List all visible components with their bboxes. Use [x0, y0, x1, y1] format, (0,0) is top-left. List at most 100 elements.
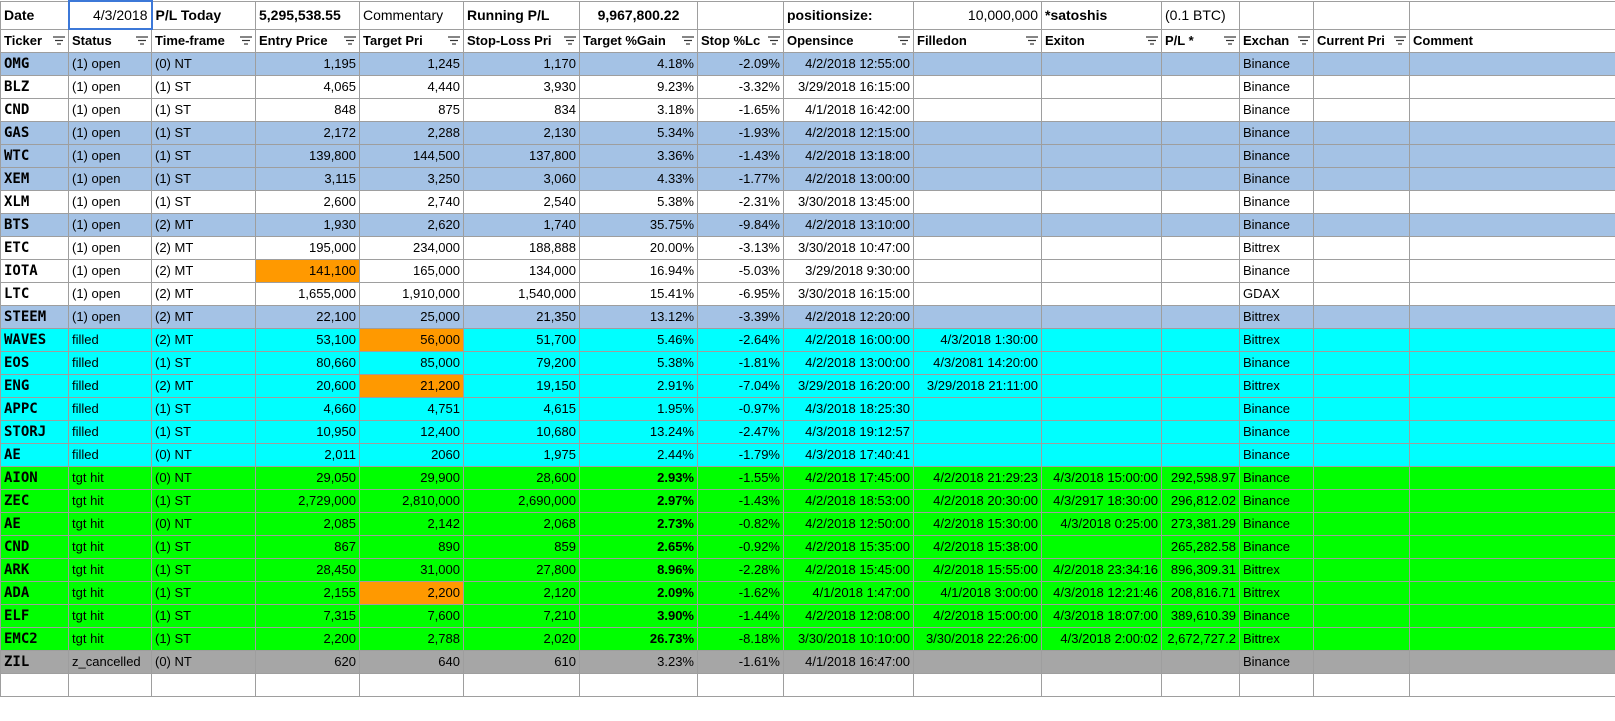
- cell-exit-on[interactable]: [1041, 259, 1162, 283]
- cell-stop-loss-pct[interactable]: -3.39%: [697, 305, 784, 329]
- cell-pl[interactable]: [1161, 144, 1240, 168]
- cell-filled-on[interactable]: [913, 282, 1042, 306]
- cell-target-price[interactable]: 234,000: [359, 236, 464, 260]
- empty-cell[interactable]: [0, 673, 69, 697]
- cell-exchange[interactable]: Binance: [1239, 420, 1314, 444]
- empty-cell[interactable]: [463, 673, 580, 697]
- cell-comment[interactable]: [1409, 328, 1615, 352]
- empty-cell[interactable]: [1041, 673, 1162, 697]
- cell-time-frame[interactable]: (2) MT: [151, 259, 256, 283]
- cell-target-gain[interactable]: 13.12%: [579, 305, 698, 329]
- cell-stop-loss-pct[interactable]: -1.43%: [697, 489, 784, 513]
- cell-pl[interactable]: [1161, 305, 1240, 329]
- cell-time-frame[interactable]: (0) NT: [151, 443, 256, 467]
- cell-current-price[interactable]: [1313, 466, 1410, 490]
- cell-entry-price[interactable]: 1,930: [255, 213, 360, 237]
- cell-target-gain[interactable]: 3.18%: [579, 98, 698, 122]
- positionsize-label[interactable]: positionsize:: [783, 0, 914, 30]
- cell-open-since[interactable]: 4/2/2018 18:53:00: [783, 489, 914, 513]
- cell-time-frame[interactable]: (0) NT: [151, 512, 256, 536]
- cell-time-frame[interactable]: (1) ST: [151, 75, 256, 99]
- running-pl-label[interactable]: Running P/L: [463, 0, 580, 30]
- cell-target-gain[interactable]: 5.34%: [579, 121, 698, 145]
- cell-current-price[interactable]: [1313, 121, 1410, 145]
- cell-current-price[interactable]: [1313, 397, 1410, 421]
- cell-comment[interactable]: [1409, 121, 1615, 145]
- cell-comment[interactable]: [1409, 190, 1615, 214]
- cell-exit-on[interactable]: [1041, 98, 1162, 122]
- cell-entry-price[interactable]: 53,100: [255, 328, 360, 352]
- cell-pl[interactable]: [1161, 236, 1240, 260]
- cell-entry-price[interactable]: 3,115: [255, 167, 360, 191]
- cell-stop-loss-pct[interactable]: -0.97%: [697, 397, 784, 421]
- cell-stop-loss-pct[interactable]: -1.93%: [697, 121, 784, 145]
- cell-target-gain[interactable]: 3.90%: [579, 604, 698, 628]
- cell-current-price[interactable]: [1313, 374, 1410, 398]
- cell-time-frame[interactable]: (2) MT: [151, 213, 256, 237]
- cell-current-price[interactable]: [1313, 305, 1410, 329]
- empty-cell[interactable]: [255, 673, 360, 697]
- header-target-price[interactable]: Target Pri: [359, 28, 464, 53]
- cell-time-frame[interactable]: (2) MT: [151, 374, 256, 398]
- cell-open-since[interactable]: 4/1/2018 1:47:00: [783, 581, 914, 605]
- cell-time-frame[interactable]: (1) ST: [151, 397, 256, 421]
- cell-pl[interactable]: [1161, 259, 1240, 283]
- filter-icon[interactable]: [682, 35, 694, 46]
- cell-ticker[interactable]: ARK: [0, 558, 69, 582]
- cell-stop-loss-pct[interactable]: -7.04%: [697, 374, 784, 398]
- cell-stop-loss-price[interactable]: 1,170: [463, 52, 580, 76]
- cell-stop-loss-pct[interactable]: -5.03%: [697, 259, 784, 283]
- cell-ticker[interactable]: BLZ: [0, 75, 69, 99]
- cell-target-gain[interactable]: 8.96%: [579, 558, 698, 582]
- running-pl-value[interactable]: 9,967,800.22: [579, 0, 698, 30]
- cell-exit-on[interactable]: 4/3/2018 18:07:00: [1041, 604, 1162, 628]
- header-filled-on[interactable]: Filledon: [913, 28, 1042, 53]
- cell-stop-loss-pct[interactable]: -2.31%: [697, 190, 784, 214]
- header-entry-price[interactable]: Entry Price: [255, 28, 360, 53]
- cell-stop-loss-price[interactable]: 4,615: [463, 397, 580, 421]
- cell-stop-loss-price[interactable]: 10,680: [463, 420, 580, 444]
- cell-stop-loss-pct[interactable]: -1.81%: [697, 351, 784, 375]
- cell-exit-on[interactable]: 4/2/2018 23:34:16: [1041, 558, 1162, 582]
- cell-comment[interactable]: [1409, 627, 1615, 651]
- cell-stop-loss-price[interactable]: 188,888: [463, 236, 580, 260]
- cell-exchange[interactable]: Bittrex: [1239, 236, 1314, 260]
- cell-comment[interactable]: [1409, 305, 1615, 329]
- cell-stop-loss-price[interactable]: 79,200: [463, 351, 580, 375]
- cell-filled-on[interactable]: [913, 167, 1042, 191]
- cell-ticker[interactable]: APPC: [0, 397, 69, 421]
- cell-target-gain[interactable]: 5.38%: [579, 190, 698, 214]
- cell-comment[interactable]: [1409, 397, 1615, 421]
- cell-exchange[interactable]: Bittrex: [1239, 627, 1314, 651]
- cell-entry-price[interactable]: 2,172: [255, 121, 360, 145]
- cell-entry-price[interactable]: 2,155: [255, 581, 360, 605]
- cell-stop-loss-pct[interactable]: -1.55%: [697, 466, 784, 490]
- cell-ticker[interactable]: STORJ: [0, 420, 69, 444]
- cell-target-price[interactable]: 31,000: [359, 558, 464, 582]
- cell-exit-on[interactable]: [1041, 374, 1162, 398]
- cell-stop-loss-pct[interactable]: -0.92%: [697, 535, 784, 559]
- cell-entry-price[interactable]: 4,660: [255, 397, 360, 421]
- cell-open-since[interactable]: 3/30/2018 16:15:00: [783, 282, 914, 306]
- cell-exit-on[interactable]: [1041, 52, 1162, 76]
- cell-target-gain[interactable]: 2.91%: [579, 374, 698, 398]
- cell-entry-price[interactable]: 29,050: [255, 466, 360, 490]
- empty-cell[interactable]: [1239, 0, 1314, 30]
- header-exchange[interactable]: Exchan: [1239, 28, 1314, 53]
- cell-target-price[interactable]: 2,142: [359, 512, 464, 536]
- cell-time-frame[interactable]: (2) MT: [151, 236, 256, 260]
- cell-time-frame[interactable]: (1) ST: [151, 420, 256, 444]
- cell-ticker[interactable]: OMG: [0, 52, 69, 76]
- cell-pl[interactable]: 2,672,727.2: [1161, 627, 1240, 651]
- cell-pl[interactable]: 208,816.71: [1161, 581, 1240, 605]
- cell-pl[interactable]: [1161, 75, 1240, 99]
- cell-status[interactable]: (1) open: [68, 236, 152, 260]
- cell-status[interactable]: filled: [68, 443, 152, 467]
- cell-exchange[interactable]: Binance: [1239, 650, 1314, 674]
- cell-entry-price[interactable]: 80,660: [255, 351, 360, 375]
- cell-stop-loss-pct[interactable]: -2.64%: [697, 328, 784, 352]
- cell-entry-price[interactable]: 1,655,000: [255, 282, 360, 306]
- satoshis-label[interactable]: *satoshis: [1041, 0, 1162, 30]
- cell-pl[interactable]: 389,610.39: [1161, 604, 1240, 628]
- cell-exit-on[interactable]: [1041, 213, 1162, 237]
